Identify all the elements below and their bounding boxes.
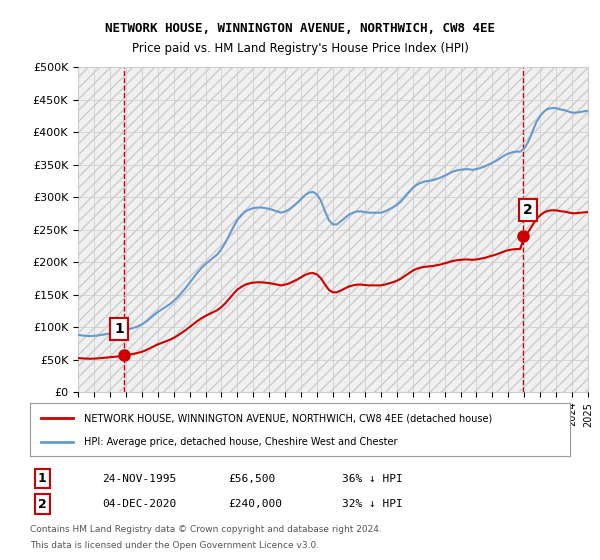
Text: NETWORK HOUSE, WINNINGTON AVENUE, NORTHWICH, CW8 4EE: NETWORK HOUSE, WINNINGTON AVENUE, NORTHW… bbox=[105, 22, 495, 35]
Text: 04-DEC-2020: 04-DEC-2020 bbox=[102, 499, 176, 509]
Text: 36% ↓ HPI: 36% ↓ HPI bbox=[342, 474, 403, 484]
Text: 1: 1 bbox=[115, 323, 124, 337]
Text: £56,500: £56,500 bbox=[228, 474, 275, 484]
Text: Price paid vs. HM Land Registry's House Price Index (HPI): Price paid vs. HM Land Registry's House … bbox=[131, 42, 469, 55]
Text: 2: 2 bbox=[38, 497, 46, 511]
Text: £240,000: £240,000 bbox=[228, 499, 282, 509]
Text: NETWORK HOUSE, WINNINGTON AVENUE, NORTHWICH, CW8 4EE (detached house): NETWORK HOUSE, WINNINGTON AVENUE, NORTHW… bbox=[84, 413, 492, 423]
Text: 1: 1 bbox=[38, 472, 46, 486]
Text: HPI: Average price, detached house, Cheshire West and Chester: HPI: Average price, detached house, Ches… bbox=[84, 436, 398, 446]
Text: Contains HM Land Registry data © Crown copyright and database right 2024.: Contains HM Land Registry data © Crown c… bbox=[30, 525, 382, 534]
Text: 24-NOV-1995: 24-NOV-1995 bbox=[102, 474, 176, 484]
Text: 2: 2 bbox=[523, 203, 533, 217]
Text: This data is licensed under the Open Government Licence v3.0.: This data is licensed under the Open Gov… bbox=[30, 542, 319, 550]
Bar bbox=[78, 67, 588, 392]
Text: 32% ↓ HPI: 32% ↓ HPI bbox=[342, 499, 403, 509]
